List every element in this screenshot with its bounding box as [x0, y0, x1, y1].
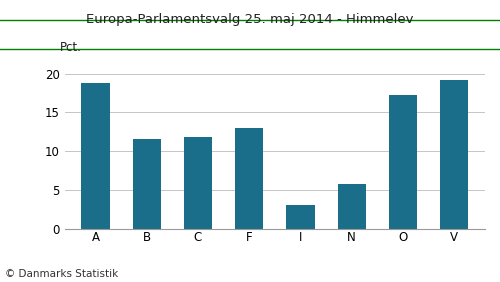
Text: Pct.: Pct. — [60, 41, 82, 54]
Bar — [82, 83, 110, 229]
Bar — [235, 128, 264, 229]
Bar — [132, 140, 161, 229]
Bar — [184, 137, 212, 229]
Text: Europa-Parlamentsvalg 25. maj 2014 - Himmelev: Europa-Parlamentsvalg 25. maj 2014 - Him… — [86, 13, 414, 26]
Bar — [338, 184, 366, 229]
Bar — [440, 80, 468, 229]
Bar — [389, 95, 417, 229]
Bar — [286, 205, 314, 229]
Text: © Danmarks Statistik: © Danmarks Statistik — [5, 269, 118, 279]
